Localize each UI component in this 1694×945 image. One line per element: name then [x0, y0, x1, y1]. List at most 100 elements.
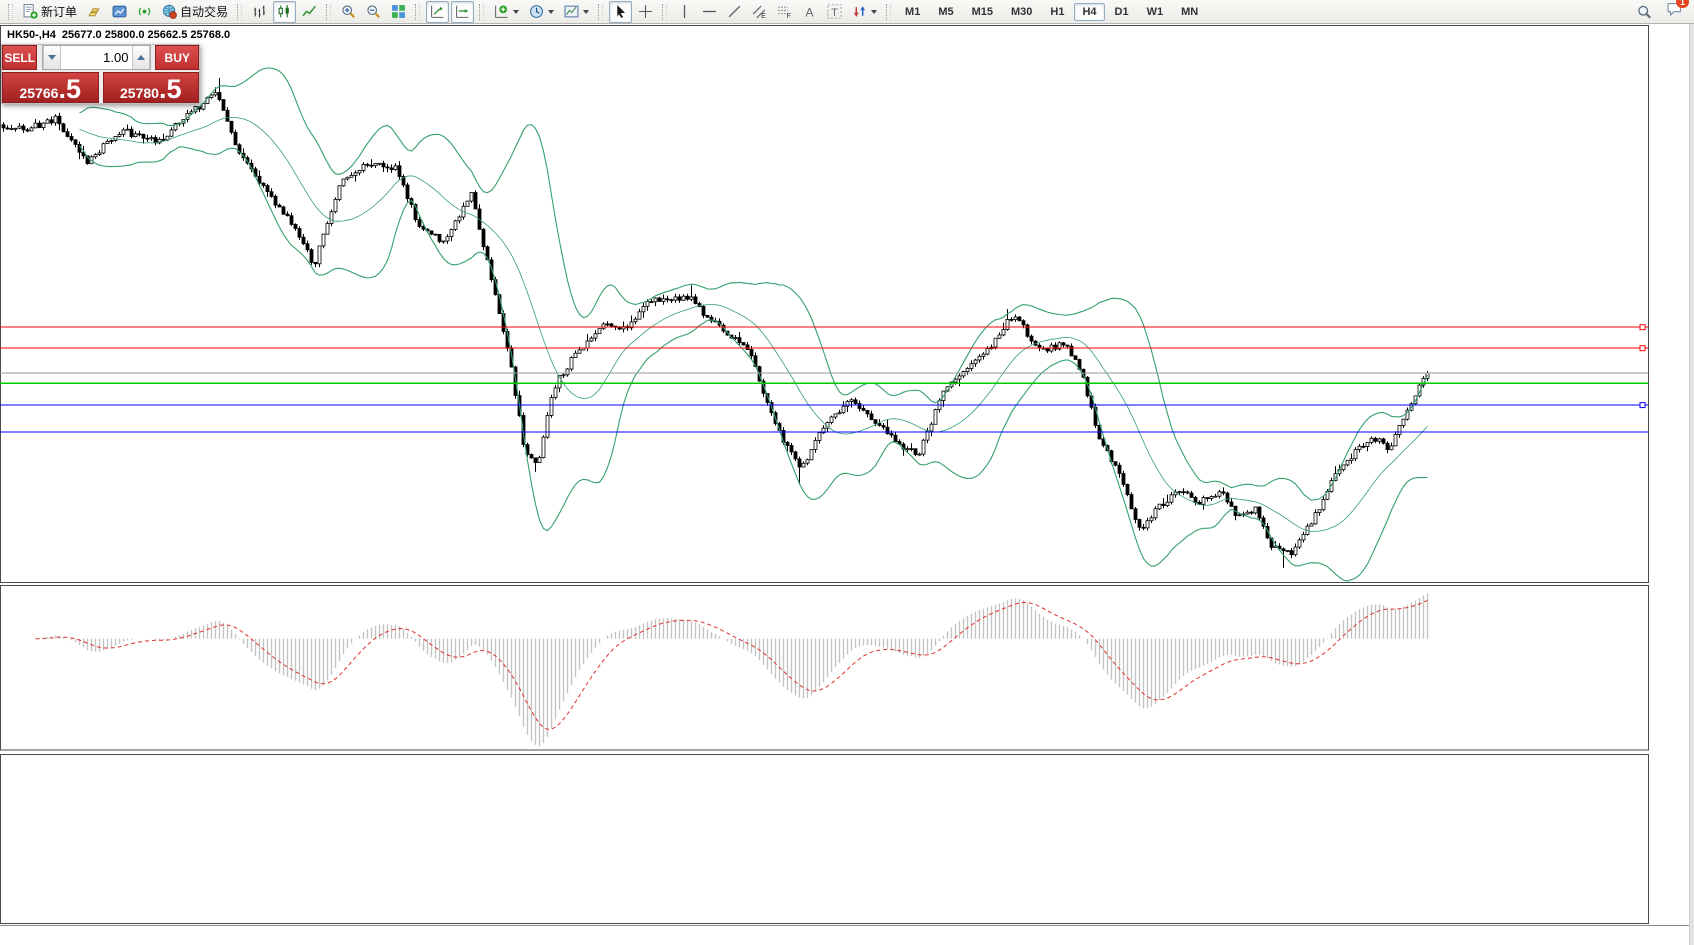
profiles-button[interactable]	[108, 1, 131, 23]
buy-button[interactable]: BUY	[155, 45, 199, 70]
auto-trading-icon	[162, 4, 177, 19]
zoom-out-button[interactable]	[362, 1, 385, 23]
sell-price-frac: .5	[58, 74, 81, 104]
arrows-button[interactable]	[848, 1, 881, 23]
new-order-label: 新订单	[41, 5, 78, 19]
hline-icon	[702, 4, 717, 19]
signals-button[interactable]	[133, 1, 156, 23]
text-button[interactable]: A	[798, 1, 821, 23]
svg-text:A: A	[805, 5, 814, 19]
toolbar-grip	[662, 3, 668, 20]
macd-histogram	[34, 593, 1429, 747]
buy-price-frac: .5	[158, 74, 182, 104]
shift-icon	[430, 4, 445, 19]
timeframe-h1-button[interactable]: H1	[1050, 5, 1065, 18]
toolbar-grip	[326, 3, 332, 20]
sell-price[interactable]: 25766.5	[2, 72, 99, 103]
toolbar-grip	[237, 3, 243, 20]
vertical-line-button[interactable]	[673, 1, 696, 23]
timeframe-m30-button[interactable]: M30	[1011, 5, 1033, 18]
main-chart-panel[interactable]	[0, 25, 1649, 583]
search-button[interactable]	[1633, 1, 1656, 23]
volume-control	[42, 45, 152, 70]
horizontal-line-button[interactable]	[698, 1, 721, 23]
periods-button[interactable]	[525, 1, 558, 23]
timeframe-w1-button[interactable]: W1	[1146, 5, 1164, 18]
new-order-button[interactable]: 新订单	[19, 1, 81, 23]
toolbar-grip	[598, 3, 604, 20]
ingot-icon	[87, 4, 102, 19]
text-label-button[interactable]: T	[823, 1, 846, 23]
timeframe-m15-button[interactable]: M15	[971, 5, 993, 18]
svg-text:F: F	[787, 13, 791, 19]
cursor-button[interactable]	[609, 0, 633, 23]
toolbar-grip	[886, 3, 892, 20]
triangle-up-icon	[137, 55, 146, 60]
indicators-button[interactable]	[490, 1, 523, 23]
chat-button[interactable]: 1	[1667, 0, 1689, 22]
price-line-handle[interactable]	[1639, 345, 1646, 352]
text-t-icon: T	[827, 4, 842, 19]
fibonacci-button[interactable]: F	[773, 1, 796, 23]
bar-chart-icon	[252, 4, 267, 19]
one-click-trading-panel: SELL BUY 25766.5 25780.5	[1, 44, 200, 104]
timeframe-h4-button[interactable]: H4	[1074, 2, 1105, 21]
equidistant-channel-button[interactable]: E	[748, 1, 771, 23]
chart-title: HK50-,H4 25677.0 25800.0 25662.5 25768.0	[7, 29, 236, 41]
buy-price[interactable]: 25780.5	[102, 72, 199, 104]
zoom-out-icon	[366, 4, 381, 19]
crosshair-button[interactable]	[634, 1, 657, 23]
zoom-in-button[interactable]	[337, 1, 360, 23]
svg-text:T: T	[831, 7, 838, 19]
chart-area[interactable]	[0, 24, 1694, 945]
sell-button[interactable]: SELL	[2, 45, 38, 70]
toolbar-grip	[415, 3, 421, 20]
zoom-in-icon	[341, 4, 356, 19]
volume-increase-button[interactable]	[132, 46, 151, 69]
dropdown-caret-icon	[871, 9, 878, 14]
timeframe-m5-button[interactable]: M5	[938, 5, 954, 18]
signals-icon	[137, 4, 152, 19]
autoscroll-icon	[455, 4, 470, 19]
candles-icon	[277, 4, 292, 19]
dropdown-caret-icon	[583, 9, 590, 14]
volume-input[interactable]	[61, 46, 133, 69]
magnifier-icon	[1637, 4, 1652, 19]
indicators-icon	[494, 4, 509, 19]
auto-scroll-button[interactable]	[451, 0, 475, 23]
macd-panel[interactable]	[0, 585, 1649, 751]
trend-icon	[727, 4, 742, 19]
templates-button[interactable]	[560, 1, 593, 23]
bollinger-upper-band	[79, 67, 1428, 501]
new-order-icon	[23, 4, 38, 19]
cursor-icon	[613, 4, 628, 19]
toolbar-grip	[479, 3, 485, 20]
rsi-panel[interactable]	[0, 754, 1649, 924]
template-icon	[564, 4, 579, 19]
sell-price-main: 25766	[19, 85, 59, 101]
dropdown-caret-icon	[548, 9, 555, 14]
market-watch-button[interactable]	[83, 1, 106, 23]
timeframe-mn-button[interactable]: MN	[1181, 5, 1199, 18]
chart-shift-button[interactable]	[426, 0, 450, 23]
tile-icon	[391, 4, 406, 19]
text-a-icon: A	[802, 4, 817, 19]
trendline-button[interactable]	[723, 1, 746, 23]
fibo-icon: F	[777, 4, 792, 19]
channel-icon: E	[752, 4, 767, 19]
toolbar: 新订单 自动交易 E F A T M1 M5 M15 M30 H1 H4 D1 W1 MN 1	[0, 0, 1694, 24]
volume-decrease-button[interactable]	[43, 46, 62, 69]
window-edge-strip	[1689, 24, 1694, 945]
tile-windows-button[interactable]	[387, 1, 410, 23]
candlestick-chart-button[interactable]	[273, 0, 297, 23]
bollinger-middle-band	[79, 117, 1428, 532]
auto-trading-button[interactable]: 自动交易	[158, 1, 232, 23]
price-line-handle[interactable]	[1639, 324, 1646, 331]
toolbar-grip	[8, 3, 13, 20]
price-line-handle[interactable]	[1639, 402, 1646, 409]
triangle-down-icon	[48, 55, 57, 60]
bar-chart-button[interactable]	[248, 1, 271, 23]
line-chart-button[interactable]	[298, 1, 321, 23]
timeframe-m1-button[interactable]: M1	[905, 5, 921, 18]
timeframe-d1-button[interactable]: D1	[1114, 5, 1129, 18]
